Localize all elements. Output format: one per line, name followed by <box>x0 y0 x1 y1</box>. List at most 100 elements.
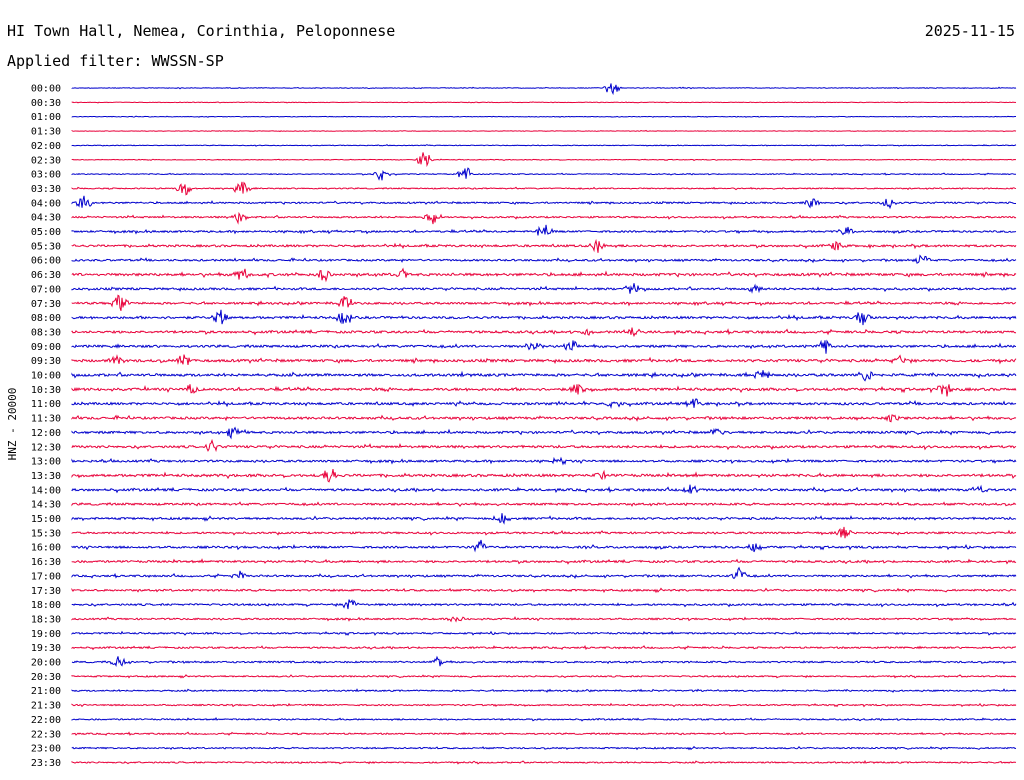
trace-line <box>71 469 1017 483</box>
time-tick-label: 09:00 <box>31 342 61 353</box>
trace-line <box>71 630 1017 636</box>
time-tick-label: 17:00 <box>31 571 61 582</box>
time-tick-label: 01:00 <box>31 112 61 123</box>
y-axis-label: HNZ - 20000 <box>6 388 19 461</box>
trace-line <box>71 717 1017 722</box>
trace-line <box>71 674 1017 679</box>
trace-line <box>71 438 1017 453</box>
trace-line <box>71 745 1017 751</box>
trace-line <box>71 587 1017 594</box>
time-tick-label: 09:30 <box>31 356 61 367</box>
trace-line <box>71 566 1017 580</box>
trace-line <box>71 655 1017 667</box>
time-tick-label: 15:00 <box>31 514 61 525</box>
time-tick-label: 10:30 <box>31 385 61 396</box>
trace-rows: 00:00 00:30 01:00 01:30 02:00 02:30 03:00 03:30… <box>31 83 1017 769</box>
time-tick-label: 08:30 <box>31 327 61 338</box>
trace-line <box>71 644 1017 651</box>
time-tick-label: 23:30 <box>31 758 61 769</box>
time-tick-label: 02:30 <box>31 155 61 166</box>
time-tick-label: 02:00 <box>31 141 61 152</box>
time-tick-label: 19:30 <box>31 643 61 654</box>
trace-line <box>71 181 1017 196</box>
trace-line <box>71 370 1017 382</box>
trace-line <box>71 354 1017 365</box>
time-tick-label: 12:00 <box>31 428 61 439</box>
trace-line <box>71 129 1017 133</box>
trace-line <box>71 759 1017 765</box>
time-tick-label: 12:30 <box>31 442 61 453</box>
trace-line <box>71 144 1017 147</box>
time-tick-label: 20:30 <box>31 672 61 683</box>
trace-line <box>71 115 1017 118</box>
station-title: HI Town Hall, Nemea, Corinthia, Peloponn… <box>7 22 395 40</box>
time-tick-label: 23:00 <box>31 744 61 755</box>
time-tick-label: 16:00 <box>31 543 61 554</box>
trace-line <box>71 456 1017 466</box>
trace-line <box>71 688 1017 693</box>
time-tick-label: 06:30 <box>31 270 61 281</box>
trace-line <box>71 558 1017 565</box>
time-tick-label: 08:00 <box>31 313 61 324</box>
filter-label: Applied filter: WWSSN-SP <box>7 52 224 70</box>
time-tick-label: 16:30 <box>31 557 61 568</box>
time-tick-label: 18:00 <box>31 600 61 611</box>
time-tick-label: 11:30 <box>31 414 61 425</box>
trace-line <box>71 501 1017 508</box>
trace-line <box>71 152 1017 168</box>
trace-line <box>71 167 1017 181</box>
time-tick-label: 03:00 <box>31 170 61 181</box>
trace-line <box>71 702 1017 708</box>
time-tick-label: 21:30 <box>31 701 61 712</box>
trace-line <box>71 211 1017 225</box>
time-tick-label: 15:30 <box>31 528 61 539</box>
time-tick-label: 14:30 <box>31 500 61 511</box>
trace-line <box>71 513 1017 525</box>
trace-line <box>71 398 1017 409</box>
trace-line <box>71 414 1017 423</box>
time-tick-label: 11:00 <box>31 399 61 410</box>
trace-line <box>71 224 1017 236</box>
date-label: 2025-11-15 <box>925 22 1015 40</box>
time-tick-label: 05:00 <box>31 227 61 238</box>
trace-line <box>71 309 1017 326</box>
trace-line <box>71 339 1017 354</box>
time-tick-label: 07:30 <box>31 299 61 310</box>
time-tick-label: 19:00 <box>31 629 61 640</box>
time-tick-label: 20:00 <box>31 658 61 669</box>
trace-line <box>71 327 1017 338</box>
trace-line <box>71 238 1017 253</box>
time-tick-label: 10:00 <box>31 371 61 382</box>
trace-line <box>71 599 1017 610</box>
trace-line <box>71 267 1017 283</box>
trace-line <box>71 616 1017 623</box>
trace-line <box>71 731 1017 736</box>
trace-line <box>71 83 1017 96</box>
trace-line <box>71 383 1017 397</box>
time-tick-label: 14:00 <box>31 485 61 496</box>
trace-line <box>71 195 1017 210</box>
time-tick-label: 07:00 <box>31 284 61 295</box>
time-tick-label: 13:30 <box>31 471 61 482</box>
time-tick-label: 13:00 <box>31 457 61 468</box>
time-tick-label: 03:30 <box>31 184 61 195</box>
time-tick-label: 04:00 <box>31 198 61 209</box>
time-tick-label: 00:00 <box>31 84 61 95</box>
time-tick-label: 00:30 <box>31 98 61 109</box>
time-tick-label: 17:30 <box>31 586 61 597</box>
trace-line <box>71 526 1017 539</box>
time-tick-label: 01:30 <box>31 127 61 138</box>
time-tick-label: 22:30 <box>31 729 61 740</box>
time-tick-label: 21:00 <box>31 686 61 697</box>
trace-line <box>71 294 1017 311</box>
trace-line <box>71 254 1017 264</box>
time-tick-label: 22:00 <box>31 715 61 726</box>
trace-line <box>71 426 1017 440</box>
trace-line <box>71 539 1017 553</box>
trace-line <box>71 101 1017 104</box>
trace-line <box>71 283 1017 294</box>
time-tick-label: 06:00 <box>31 256 61 267</box>
time-tick-label: 04:30 <box>31 213 61 224</box>
trace-line <box>71 484 1017 494</box>
